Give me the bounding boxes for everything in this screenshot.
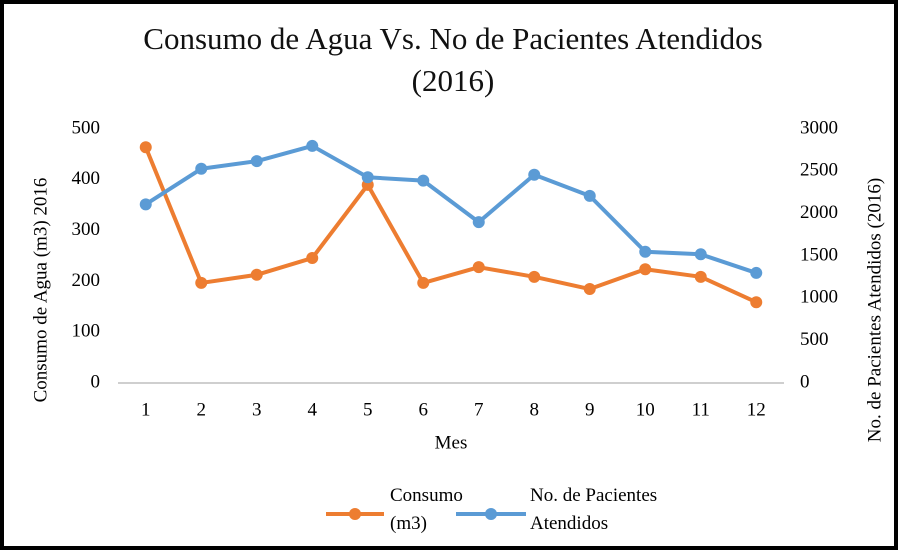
- x-tick-label: 2: [197, 399, 207, 420]
- x-tick-label: 10: [636, 399, 655, 420]
- y2-tick-label: 500: [800, 329, 829, 350]
- y-tick-label: 100: [72, 321, 101, 342]
- y-tick-label: 500: [72, 117, 101, 138]
- y2-tick-label: 0: [800, 371, 810, 392]
- x-tick-label: 6: [419, 399, 429, 420]
- y-tick-label: 400: [72, 168, 101, 189]
- series-line: [143, 146, 758, 305]
- data-point: [528, 270, 541, 283]
- y-tick-label: 200: [72, 270, 101, 291]
- data-point: [306, 139, 319, 152]
- x-tick-label: 1: [141, 399, 151, 420]
- x-tick-label: 8: [530, 399, 540, 420]
- y-axis-title: Consumo de Agua (m3) 2016: [30, 178, 51, 403]
- x-tick-label: 12: [747, 399, 766, 420]
- x-tick-label: 3: [252, 399, 262, 420]
- data-point: [750, 266, 763, 279]
- x-tick-label: 4: [308, 399, 318, 420]
- y-tick-label: 300: [72, 219, 101, 240]
- data-point: [639, 263, 652, 276]
- x-tick-label: 5: [363, 399, 373, 420]
- data-point: [195, 276, 208, 289]
- data-point: [139, 198, 152, 211]
- data-point: [139, 141, 152, 154]
- data-point: [417, 276, 430, 289]
- data-point: [528, 168, 541, 181]
- chart: 0 100 200 300 400 500 0 500 1000 1500 2000 2500 3000…: [30, 117, 885, 520]
- x-tick-label: 9: [585, 399, 595, 420]
- data-point: [583, 189, 596, 202]
- y2-tick-label: 1500: [800, 244, 838, 265]
- data-point: [694, 248, 707, 261]
- legend-label: No. de Pacientes Atendidos: [530, 485, 658, 534]
- legend-swatch-marker: [349, 508, 361, 520]
- legend-swatch-marker: [485, 508, 497, 520]
- data-point: [639, 245, 652, 258]
- data-point: [195, 162, 208, 175]
- data-point: [472, 216, 485, 229]
- data-point: [750, 296, 763, 309]
- data-point: [583, 283, 596, 296]
- y2-tick-label: 1000: [800, 287, 838, 308]
- x-axis-title: Mes: [435, 432, 468, 453]
- data-point: [250, 155, 263, 168]
- y-tick-label: 0: [91, 371, 101, 392]
- y2-tick-label: 2500: [800, 160, 838, 181]
- data-point: [361, 171, 374, 184]
- series-line: [144, 143, 757, 275]
- data-point: [472, 261, 485, 274]
- chart-title: Consumo de Agua Vs. No de Pacientes Aten…: [143, 21, 763, 98]
- data-point: [417, 174, 430, 187]
- y2-tick-label: 2000: [800, 202, 838, 223]
- y2-axis-title: No. de Pacientes Atendidos (2016): [864, 178, 885, 442]
- y2-tick-label: 3000: [800, 117, 838, 138]
- data-point: [694, 270, 707, 283]
- data-point: [250, 268, 263, 281]
- x-tick-label: 7: [474, 399, 484, 420]
- legend-label: Consumo (m3): [390, 485, 463, 534]
- data-point: [306, 252, 319, 265]
- x-tick-label: 11: [692, 399, 710, 420]
